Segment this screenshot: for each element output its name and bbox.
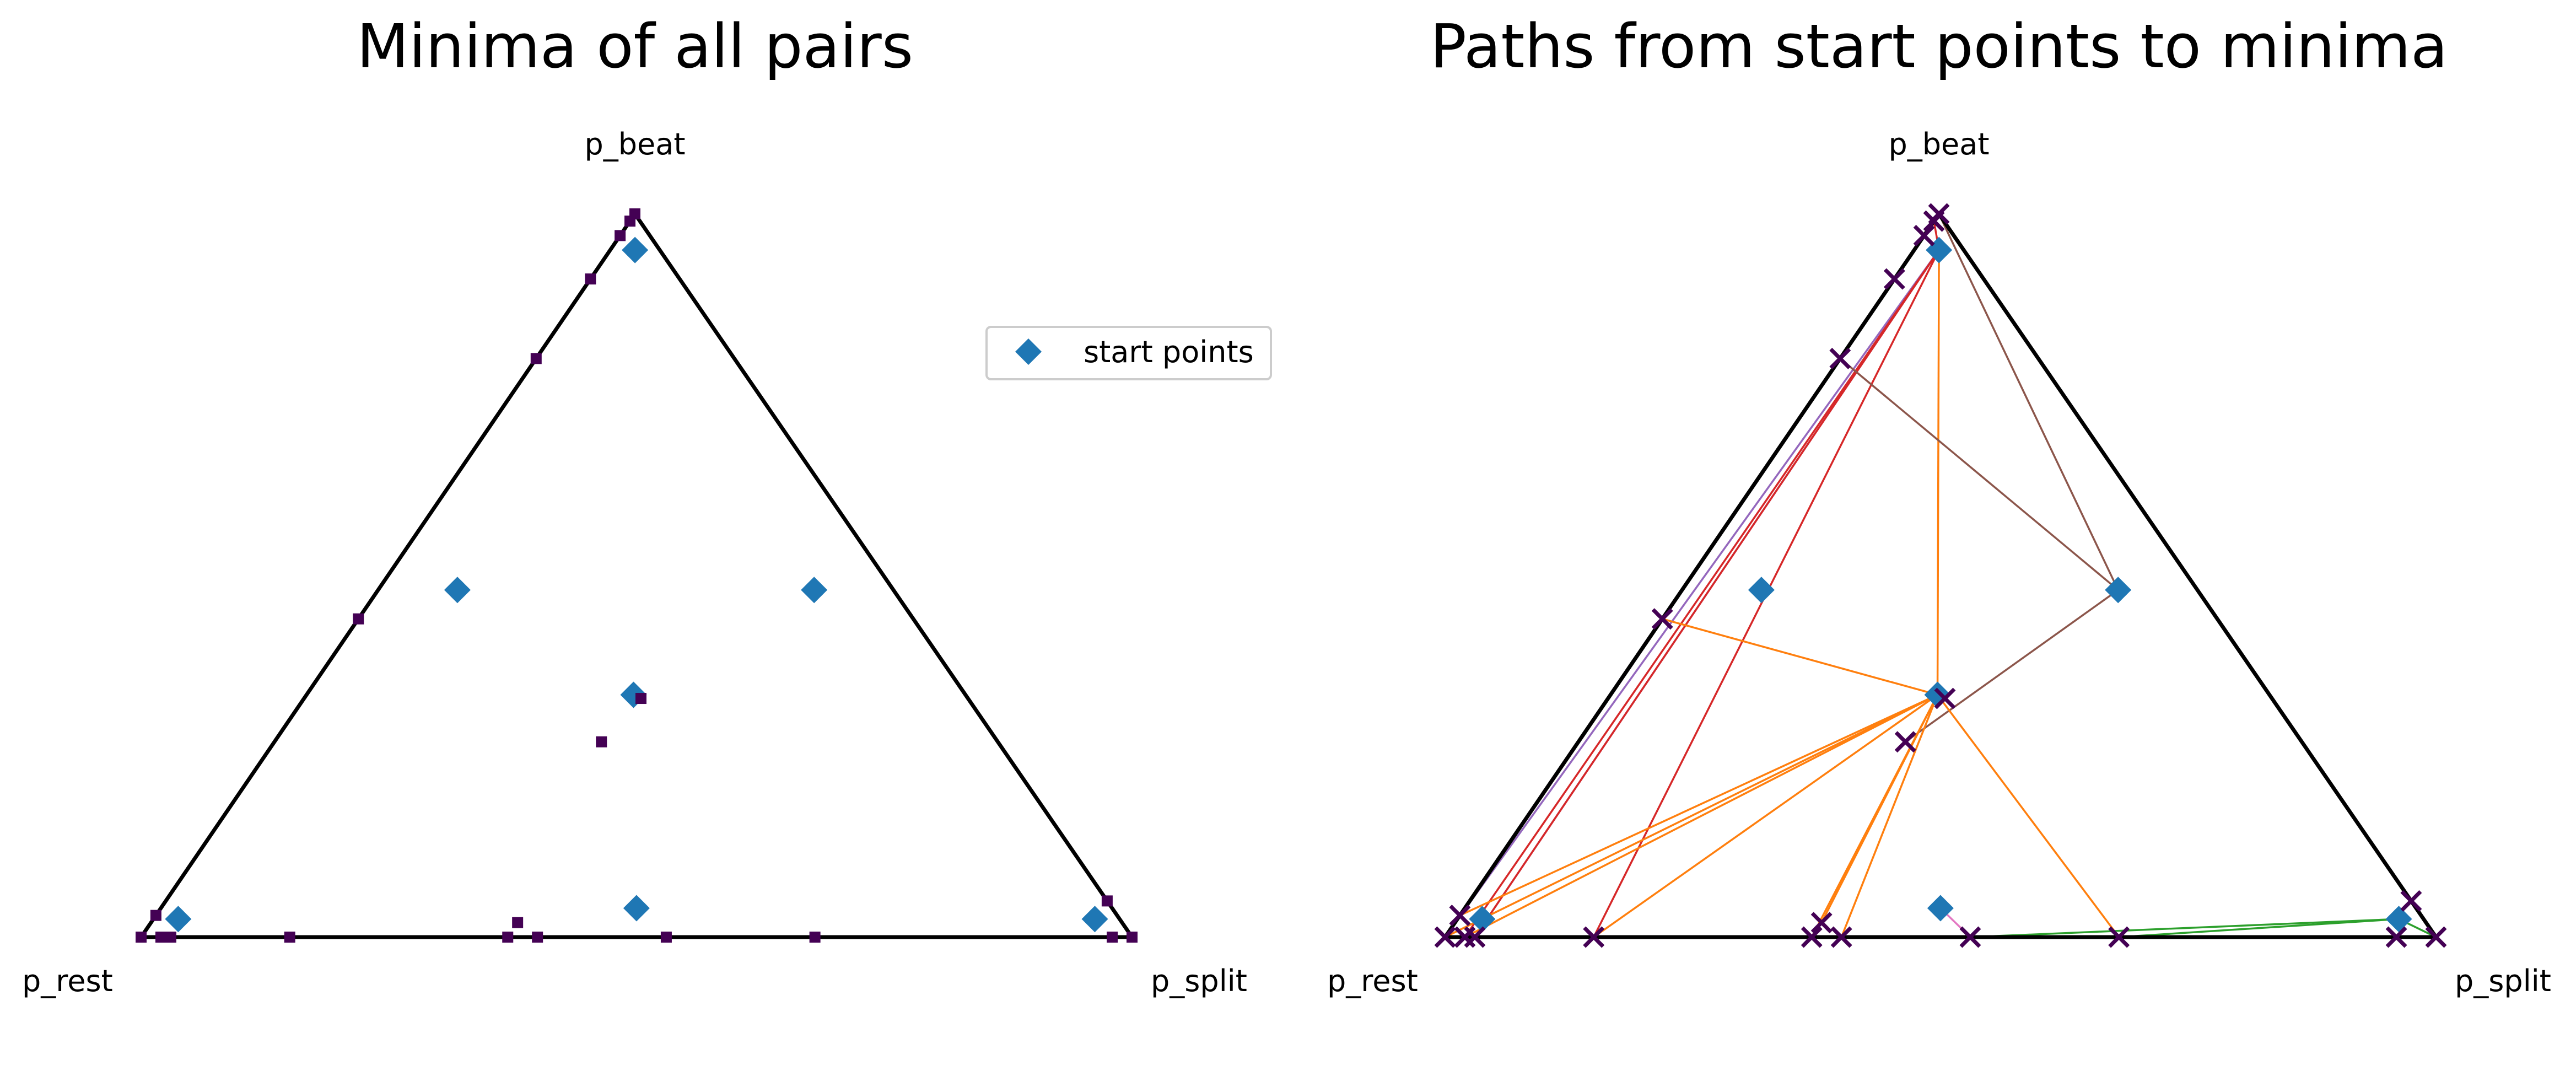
right-minimum-12 <box>1464 926 1486 948</box>
right-path-line-12 <box>1445 693 1938 938</box>
left-minima-markers <box>136 208 1138 943</box>
right-minimum-13 <box>1583 926 1605 948</box>
right-minimum-3 <box>1883 268 1905 290</box>
right-path-line-10 <box>1662 618 1938 696</box>
left-minimum-2 <box>615 230 626 241</box>
right-path-line-3 <box>1474 249 1940 938</box>
right-start-point-6 <box>2385 906 2412 933</box>
left-ternary-triangle <box>139 212 1134 939</box>
right-path-line-18 <box>1937 694 2120 938</box>
left-minimum-20 <box>1101 895 1113 907</box>
right-minimum-19 <box>2425 926 2447 948</box>
left-minimum-7 <box>596 736 607 747</box>
left-top-vertex-label: p_beat <box>584 127 685 162</box>
left-left-vertex-label: p_rest <box>22 964 113 998</box>
left-minimum-9 <box>512 917 524 928</box>
right-start-point-5 <box>1469 906 1496 933</box>
left-minimum-17 <box>809 932 821 943</box>
left-right-vertex-label: p_split <box>1151 964 1247 998</box>
right-path-line-7 <box>1905 589 2119 743</box>
right-minimum-1 <box>1923 210 1945 232</box>
left-minimum-3 <box>585 273 596 285</box>
left-start-point-markers <box>165 236 1108 933</box>
right-minimum-4 <box>1829 347 1851 369</box>
left-minimum-10 <box>136 932 147 943</box>
legend-diamond-icon <box>1015 338 1042 365</box>
legend-label-start-points: start points <box>1084 335 1254 369</box>
left-start-point-0 <box>622 236 649 263</box>
right-minimum-9 <box>1810 912 1833 934</box>
right-path-line-16 <box>1810 694 1939 938</box>
right-left-vertex-label: p_rest <box>1327 964 1418 998</box>
right-minimum-10 <box>1434 926 1456 948</box>
left-triangle-left-edge <box>139 212 637 939</box>
left-start-point-5 <box>165 906 192 933</box>
left-start-point-6 <box>1081 906 1108 933</box>
right-minimum-17 <box>2108 926 2130 948</box>
left-minimum-15 <box>532 932 543 943</box>
left-minimum-8 <box>150 910 161 921</box>
left-start-point-1 <box>444 577 471 604</box>
right-ternary-triangle <box>1443 212 2438 939</box>
right-path-line-20 <box>2119 918 2399 938</box>
left-minimum-4 <box>530 353 542 364</box>
right-path-line-8 <box>1839 358 2119 591</box>
left-minimum-11 <box>155 932 166 943</box>
right-path-line-6 <box>1936 250 1940 695</box>
right-minimum-2 <box>1913 224 1935 246</box>
right-triangle-left-edge <box>1443 212 1941 939</box>
right-minimum-15 <box>1830 926 1852 948</box>
left-minimum-13 <box>284 932 295 943</box>
right-start-point-1 <box>1748 577 1775 604</box>
right-minimum-8 <box>1449 905 1471 927</box>
left-start-point-4 <box>623 895 650 922</box>
left-minimum-16 <box>660 932 672 943</box>
right-path-line-14 <box>1593 694 1938 938</box>
left-minimum-18 <box>1107 932 1118 943</box>
right-start-point-2 <box>2105 577 2132 604</box>
right-minimum-14 <box>1801 926 1823 948</box>
right-path-lines <box>1444 213 2437 938</box>
left-chart-title: Minima of all pairs <box>357 11 913 82</box>
right-path-line-19 <box>1970 918 2399 938</box>
right-minimum-16 <box>1959 926 1981 948</box>
left-minimum-5 <box>353 613 364 625</box>
left-minimum-14 <box>502 932 514 943</box>
left-minimum-12 <box>165 932 176 943</box>
right-path-line-0 <box>1444 249 1940 938</box>
right-minima-markers <box>1434 203 2447 948</box>
right-minimum-18 <box>2385 926 2407 948</box>
right-start-point-markers <box>1469 236 2412 933</box>
right-minimum-20 <box>2400 890 2422 912</box>
legend: start points <box>985 326 1272 380</box>
left-minimum-1 <box>624 216 636 227</box>
left-minimum-6 <box>635 693 646 704</box>
right-path-line-2 <box>1464 249 1940 938</box>
left-chart-panel: Minima of all pairs p_beat p_rest p_spli… <box>22 11 1272 998</box>
right-minimum-5 <box>1651 608 1673 630</box>
right-path-line-9 <box>1938 213 2119 590</box>
right-minimum-7 <box>1894 731 1916 753</box>
right-top-vertex-label: p_beat <box>1888 127 1989 162</box>
right-path-line-11 <box>1459 693 1938 917</box>
right-triangle-right-edge <box>1937 212 2438 939</box>
legend-frame <box>985 326 1272 380</box>
right-minimum-6 <box>1934 687 1956 709</box>
right-path-line-17 <box>1840 694 1939 938</box>
right-chart-panel: Paths from start points to minima p_beat… <box>1327 11 2551 998</box>
right-start-point-4 <box>1927 895 1954 922</box>
right-path-line-13 <box>1464 693 1938 938</box>
right-right-vertex-label: p_split <box>2455 964 2551 998</box>
left-start-point-2 <box>801 577 828 604</box>
left-minimum-19 <box>1127 932 1138 943</box>
left-triangle-right-edge <box>633 212 1134 939</box>
right-chart-title: Paths from start points to minima <box>1430 11 2448 82</box>
